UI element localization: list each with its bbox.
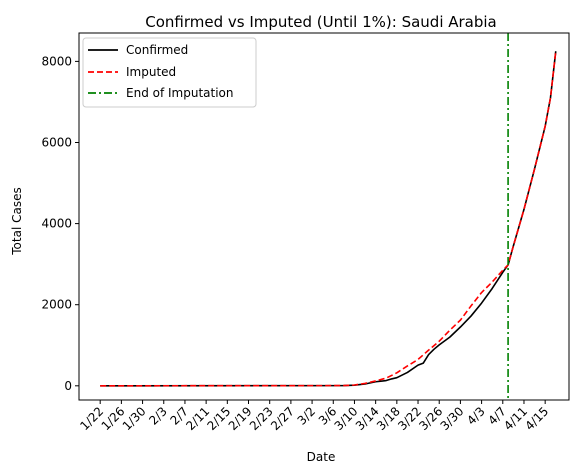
- y-axis-ticks: 0 2000 4000 6000 8000: [41, 54, 79, 393]
- x-tick-label: 3/30: [438, 404, 467, 433]
- x-tick-label: 4/15: [522, 404, 551, 433]
- x-tick-label: 2/27: [268, 404, 297, 433]
- legend-label-end-of-imputation: End of Imputation: [126, 86, 234, 100]
- x-axis-ticks: 1/221/261/302/32/72/112/152/192/232/273/…: [77, 400, 551, 433]
- y-axis-label: Total Cases: [10, 187, 24, 255]
- series-layer: [100, 33, 557, 400]
- legend-label-confirmed: Confirmed: [126, 43, 188, 57]
- legend-label-imputed: Imputed: [126, 65, 176, 79]
- y-tick-label: 2000: [41, 298, 72, 312]
- y-tick-label: 6000: [41, 135, 72, 149]
- x-axis-label: Date: [307, 450, 336, 464]
- plot-frame: [78, 32, 570, 401]
- series-line-imputed: [100, 51, 557, 387]
- y-tick-label: 0: [64, 379, 72, 393]
- y-tick-label: 8000: [41, 54, 72, 68]
- chart-title: Confirmed vs Imputed (Until 1%): Saudi A…: [145, 13, 497, 31]
- x-tick-label: 1/30: [120, 404, 149, 433]
- x-tick-label: 2/3: [146, 404, 170, 428]
- x-tick-label: 3/2: [295, 404, 319, 428]
- legend: Confirmed Imputed End of Imputation: [82, 37, 257, 108]
- x-tick-label: 4/3: [464, 404, 488, 428]
- y-tick-label: 4000: [41, 217, 72, 231]
- legend-box: [82, 37, 257, 108]
